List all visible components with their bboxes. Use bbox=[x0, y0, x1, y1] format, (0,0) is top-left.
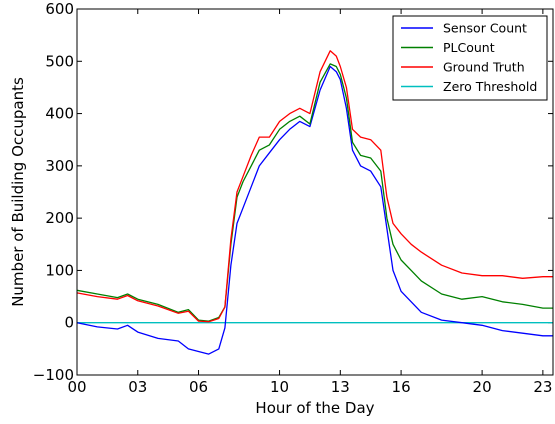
legend-label: Sensor Count bbox=[443, 21, 527, 36]
y-tick-label: −100 bbox=[33, 366, 74, 384]
x-tick-label: 00 bbox=[67, 378, 86, 396]
x-tick-label: 13 bbox=[331, 378, 350, 396]
x-tick-label: 03 bbox=[128, 378, 147, 396]
y-tick-label: 300 bbox=[45, 157, 74, 175]
x-axis-label: Hour of the Day bbox=[255, 399, 374, 417]
x-tick-label: 20 bbox=[473, 378, 492, 396]
legend-label: Ground Truth bbox=[443, 60, 525, 75]
y-tick-label: 400 bbox=[45, 105, 74, 123]
x-tick-label: 16 bbox=[392, 378, 411, 396]
y-tick-label: 100 bbox=[45, 261, 74, 279]
legend: Sensor Count PLCount Ground Truth Zero Thre… bbox=[392, 15, 548, 101]
legend-label: PLCount bbox=[443, 40, 495, 55]
y-tick-label: 200 bbox=[45, 209, 74, 227]
x-tick-label: 10 bbox=[270, 378, 289, 396]
series-layer bbox=[76, 50, 553, 355]
x-tick-label: 23 bbox=[533, 378, 552, 396]
y-tick-label: 600 bbox=[45, 0, 74, 18]
legend-label: Zero Threshold bbox=[443, 79, 537, 94]
series-line-plcount bbox=[76, 63, 553, 322]
y-tick-label: 0 bbox=[64, 314, 74, 332]
series-line-ground-truth bbox=[76, 50, 553, 323]
y-tick-label: 500 bbox=[45, 52, 74, 70]
ticks-layer: −100 0 100 200 300 400 500 600 00 03 06 10 13 16 20 23 bbox=[33, 0, 553, 396]
y-axis-label: Number of Building Occupants bbox=[9, 77, 27, 307]
series-line-sensor-count bbox=[76, 65, 553, 355]
x-tick-label: 06 bbox=[189, 378, 208, 396]
plot-frame bbox=[76, 8, 554, 376]
